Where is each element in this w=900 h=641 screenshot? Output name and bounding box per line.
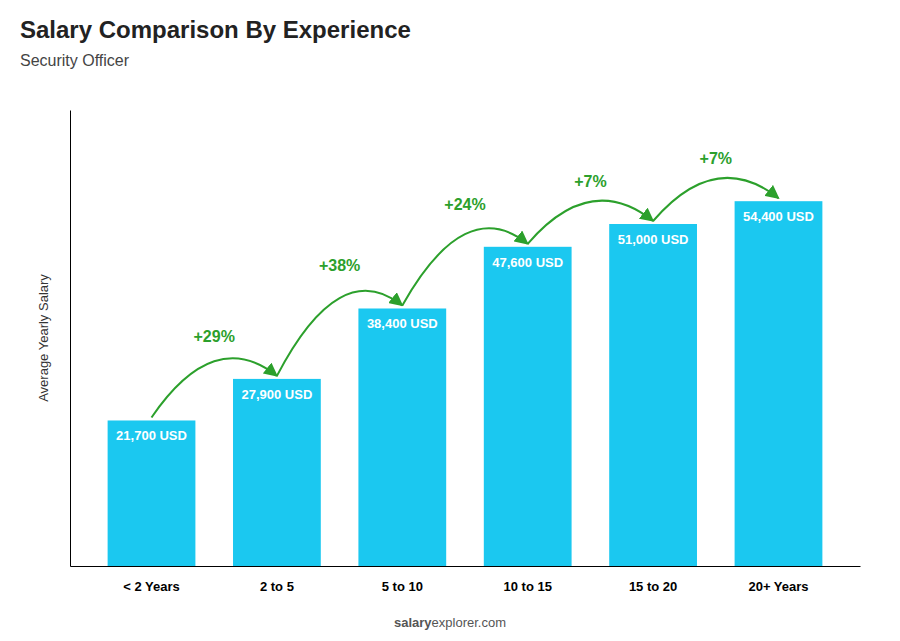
x-tick-label: 15 to 20 bbox=[629, 579, 677, 594]
bars bbox=[108, 201, 823, 566]
watermark: salaryexplorer.com bbox=[394, 615, 506, 630]
bar bbox=[484, 247, 572, 566]
y-axis bbox=[70, 111, 71, 567]
change-arrow bbox=[653, 178, 778, 221]
x-tick-label: 2 to 5 bbox=[260, 579, 294, 594]
bar bbox=[108, 420, 196, 566]
y-axis-label: Average Yearly Salary bbox=[36, 274, 51, 402]
x-tick-label: 5 to 10 bbox=[382, 579, 423, 594]
plot: < 2 Years 2 to 5 5 to 10 10 to 15 15 to 20 20… bbox=[71, 111, 861, 594]
chart: Salary Comparison By Experience Security … bbox=[0, 0, 900, 641]
change-label: +7% bbox=[574, 173, 606, 190]
bar bbox=[358, 308, 446, 566]
title: Salary Comparison By Experience bbox=[20, 16, 411, 43]
bar bbox=[233, 379, 321, 566]
change-arrow bbox=[528, 201, 653, 244]
x-tick: 15 to 20 bbox=[629, 579, 677, 594]
x-tick: 10 to 15 bbox=[503, 579, 551, 594]
x-tick: 20+ Years bbox=[748, 579, 808, 594]
y-axis-line bbox=[70, 111, 71, 567]
watermark-part: salary bbox=[394, 615, 432, 630]
subtitle: Security Officer bbox=[20, 52, 130, 69]
change-label: +38% bbox=[319, 257, 360, 274]
watermark-part: explorer.com bbox=[432, 615, 506, 630]
bar bbox=[735, 201, 823, 566]
data-label: 47,600 USD bbox=[492, 255, 563, 270]
x-tick: 5 to 10 bbox=[382, 579, 423, 594]
bar bbox=[609, 224, 697, 566]
x-axis-line bbox=[71, 566, 861, 567]
change-label: +24% bbox=[444, 196, 485, 213]
x-tick-label: 10 to 15 bbox=[503, 579, 551, 594]
x-tick-label: 20+ Years bbox=[748, 579, 808, 594]
x-tick-label: < 2 Years bbox=[123, 579, 180, 594]
change-annotations: +29% +38% +24% +7% +7% bbox=[152, 150, 779, 417]
change-arrow bbox=[402, 228, 527, 305]
change-label: +29% bbox=[194, 328, 235, 345]
data-labels: 21,700 USD 27,900 USD 38,400 USD 47,600 USD… bbox=[116, 209, 814, 443]
change-label: +7% bbox=[700, 150, 732, 167]
data-label: 27,900 USD bbox=[241, 387, 312, 402]
data-label: 54,400 USD bbox=[743, 209, 814, 224]
x-axis: < 2 Years 2 to 5 5 to 10 10 to 15 15 to 20 20… bbox=[71, 567, 861, 594]
data-label: 38,400 USD bbox=[367, 316, 438, 331]
change-arrow bbox=[152, 358, 277, 417]
change-arrow bbox=[277, 291, 402, 376]
x-tick: < 2 Years bbox=[123, 579, 180, 594]
x-tick: 2 to 5 bbox=[260, 579, 294, 594]
data-label: 51,000 USD bbox=[618, 232, 689, 247]
data-label: 21,700 USD bbox=[116, 428, 187, 443]
